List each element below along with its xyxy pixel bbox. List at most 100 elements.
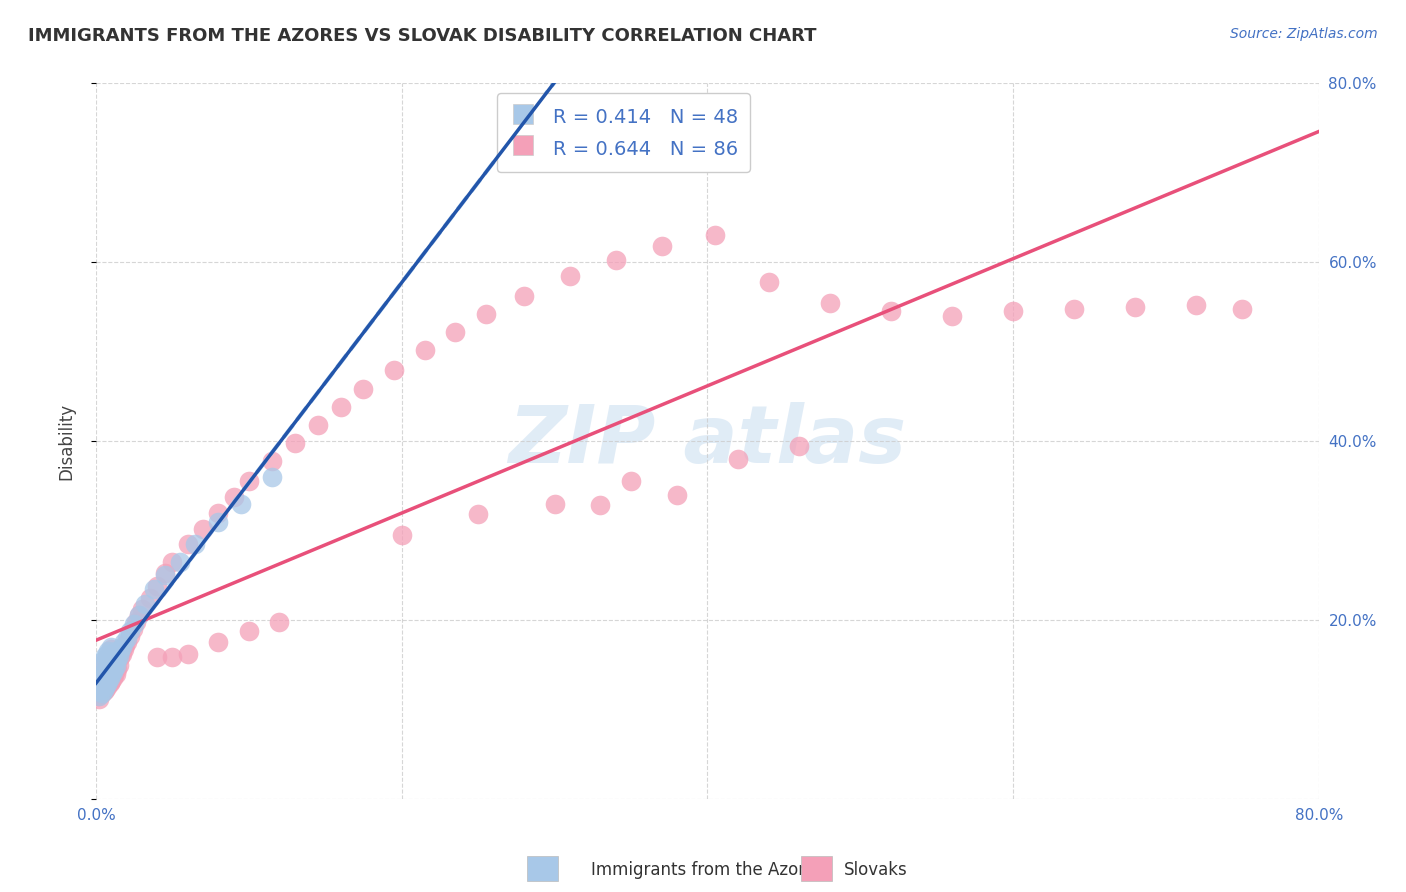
Point (104, 648, 127, 663)
Point (87, 680, 110, 694)
Point (231, 497, 253, 511)
Point (93, 684, 115, 698)
Point (128, 608, 150, 623)
Text: ZIP atlas: ZIP atlas (509, 402, 907, 480)
Point (650, 239, 672, 253)
Legend: R = 0.414   N = 48, R = 0.644   N = 86: R = 0.414 N = 48, R = 0.644 N = 86 (496, 93, 751, 172)
Point (284, 436, 307, 450)
Point (87, 691, 110, 706)
Point (704, 228, 727, 243)
Point (558, 268, 581, 283)
Point (162, 650, 184, 665)
Point (543, 497, 565, 511)
Point (1232, 301, 1254, 316)
Point (467, 508, 489, 522)
Point (880, 304, 903, 318)
Point (96, 677, 118, 691)
Point (1185, 298, 1208, 312)
Point (207, 515, 229, 529)
Point (114, 638, 136, 652)
Point (91, 673, 114, 688)
Point (118, 629, 141, 643)
Point (87, 689, 110, 703)
Point (100, 657, 122, 672)
Point (91, 686, 114, 700)
Point (91, 686, 114, 700)
Text: Slovaks: Slovaks (844, 861, 907, 879)
Point (97, 644, 120, 658)
Text: Immigrants from the Azores: Immigrants from the Azores (591, 861, 824, 879)
Point (118, 624, 141, 638)
Point (138, 591, 160, 605)
Point (97, 662, 120, 676)
Point (90, 680, 112, 694)
Point (100, 641, 122, 656)
Point (90, 682, 112, 697)
Point (108, 648, 131, 663)
Point (110, 650, 132, 665)
Point (104, 659, 127, 673)
Point (391, 528, 413, 542)
Point (146, 579, 169, 593)
Point (96, 680, 118, 694)
Point (353, 382, 375, 396)
Point (96, 647, 118, 661)
Point (128, 608, 150, 623)
Point (238, 624, 260, 638)
Point (153, 566, 176, 581)
Point (758, 275, 780, 289)
Point (98, 659, 121, 673)
Point (87, 675, 110, 690)
Point (101, 671, 124, 685)
Point (474, 307, 496, 321)
Point (413, 343, 436, 357)
Point (131, 602, 153, 616)
Point (115, 635, 138, 649)
Point (665, 488, 688, 502)
Point (121, 622, 143, 636)
Point (98, 671, 121, 685)
Point (169, 555, 191, 569)
Point (94, 648, 117, 663)
Point (222, 490, 245, 504)
Point (107, 653, 129, 667)
Point (260, 454, 283, 468)
Point (94, 680, 117, 694)
Point (100, 673, 122, 688)
Point (103, 652, 125, 666)
Point (108, 657, 131, 672)
Point (382, 362, 405, 376)
Point (101, 655, 124, 669)
Point (98, 656, 121, 670)
Point (86, 689, 108, 703)
Point (96, 665, 118, 679)
Point (96, 650, 118, 665)
Point (97, 673, 120, 688)
Point (103, 668, 125, 682)
Point (143, 582, 166, 596)
Point (91, 657, 114, 672)
Point (107, 662, 129, 676)
Point (90, 671, 112, 685)
Point (329, 400, 352, 414)
Point (207, 635, 229, 649)
Point (146, 650, 169, 665)
Point (787, 439, 810, 453)
Point (100, 640, 122, 654)
Point (97, 659, 120, 673)
Point (589, 499, 612, 513)
Point (941, 309, 963, 323)
Point (93, 653, 115, 667)
Point (818, 295, 841, 310)
Point (153, 568, 176, 582)
Point (122, 617, 145, 632)
Point (605, 253, 627, 268)
Point (307, 417, 329, 432)
Point (112, 641, 135, 656)
Point (94, 665, 117, 679)
Point (269, 615, 291, 629)
Point (184, 537, 207, 551)
Point (238, 475, 260, 489)
Point (98, 675, 121, 690)
Point (191, 522, 214, 536)
